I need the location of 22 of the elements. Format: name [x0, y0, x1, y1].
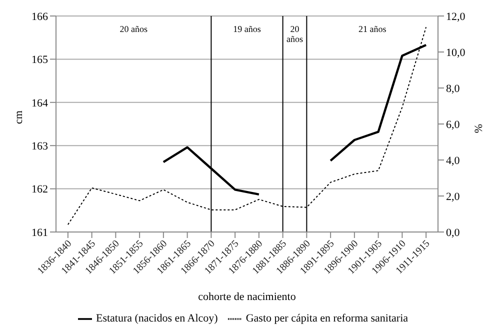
y2-tick-label: 0,0: [446, 226, 460, 239]
annotation: 20 años: [286, 24, 304, 44]
annotation: 21 años: [358, 24, 387, 34]
y-tick-label: 163: [32, 140, 48, 153]
x-axis-title: cohorte de nacimiento: [198, 291, 296, 303]
y2-tick-label: 4,0: [446, 154, 460, 167]
y-tick-label: 164: [32, 97, 48, 110]
y2-tick-label: 6,0: [446, 118, 460, 131]
y2-tick-label: 12,0: [446, 10, 466, 23]
y-axis-title: cm: [12, 110, 25, 124]
annotation: 20 años: [120, 24, 148, 34]
annotation: 19 años: [233, 24, 262, 34]
y-tick-label: 165: [32, 54, 48, 66]
y2-tick-label: 8,0: [446, 82, 460, 95]
y-tick-label: 161: [32, 226, 48, 239]
legend-label: Estatura (nacidos en Alcoy): [96, 312, 218, 325]
y2-axis-title: %: [472, 124, 485, 134]
legend-label: Gasto per cápita en reforma sanitaria: [246, 312, 408, 325]
y2-tick-label: 2,0: [446, 190, 460, 203]
y2-tick-label: 10,0: [446, 46, 466, 59]
y-tick-label: 166: [32, 10, 48, 23]
y-tick-label: 162: [32, 184, 48, 196]
